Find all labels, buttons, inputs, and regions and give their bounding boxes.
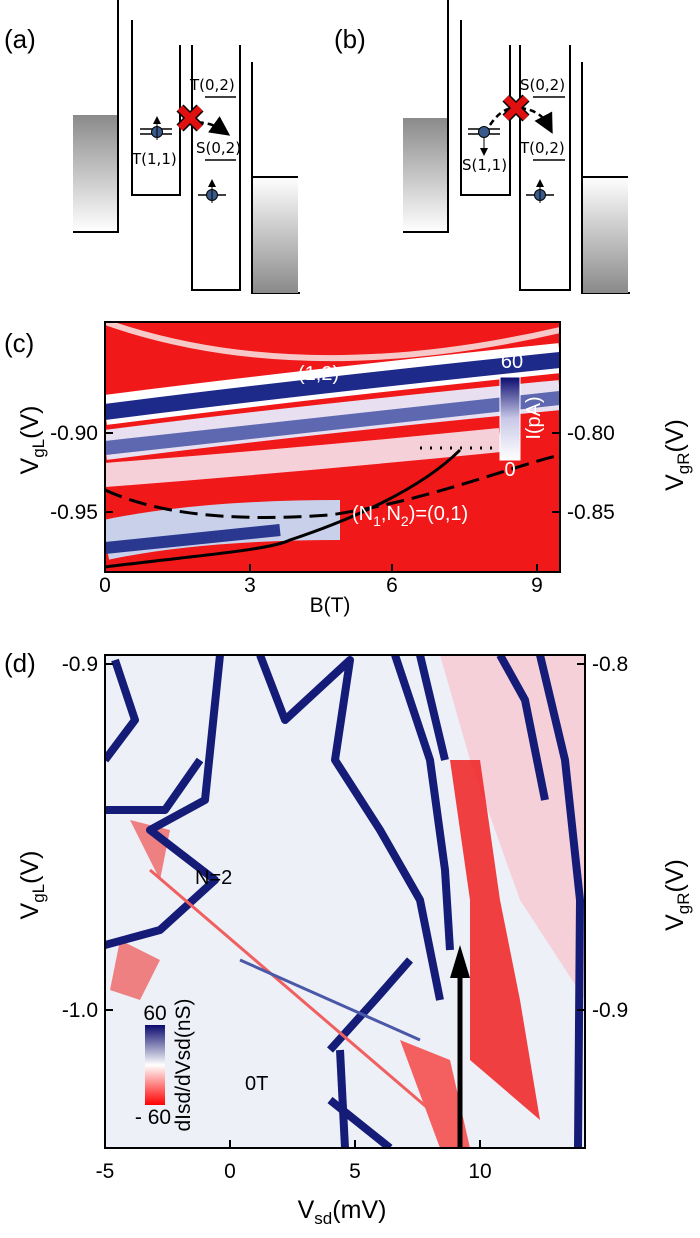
level-label: T(0,2) [189, 76, 235, 94]
x-tick-label: 10 [468, 1160, 491, 1183]
colorbar-label: 60 [143, 1002, 166, 1025]
x-tick-label: 3 [244, 574, 256, 597]
y-axis-label: VgL(V) [16, 851, 48, 920]
colorbar-title: dIsd/dVsd(nS) [172, 998, 195, 1131]
y-tick-label: -0.9 [592, 999, 628, 1022]
x-tick-label: 0 [99, 574, 111, 597]
heatmap [105, 655, 585, 1148]
level-label: T(1,1) [131, 150, 177, 168]
y-tick-label: -0.80 [567, 422, 615, 445]
colorbar-title: I(pA) [523, 396, 545, 439]
colorbar-label: 60 [501, 351, 523, 373]
y-axis-label: VgL(V) [16, 406, 48, 475]
y-tick-label: -0.90 [50, 422, 98, 445]
level-label: S(0,2) [196, 139, 241, 157]
y-tick-label: -0.9 [62, 653, 98, 676]
colorbar-label: 0 [504, 459, 515, 481]
y-tick-label: -0.85 [567, 501, 615, 524]
level-label: T(0,2) [519, 139, 565, 157]
diagram-b: (b) S(1,1) S(0,2) T(0,2) [334, 0, 630, 294]
x-tick-label: -5 [96, 1160, 115, 1183]
panel-label: (c) [4, 328, 34, 358]
level-label: S(1,1) [462, 156, 507, 174]
heatmap [105, 322, 560, 572]
diagram-a: (a) T(1,1) T(0,2) S(0,2) [4, 0, 300, 294]
annotation: (1,2) [298, 363, 339, 385]
x-axis-label: B(T) [310, 594, 351, 617]
x-tick-label: 5 [349, 1160, 361, 1183]
x-axis-label: Vsd(mV) [298, 1196, 387, 1228]
y-tick-label: -0.95 [50, 501, 98, 524]
x-tick-label: 6 [386, 574, 398, 597]
y-axis-label: VgR(V) [661, 419, 693, 491]
annotation: N=2 [195, 867, 232, 889]
panel-d: (d) N=2 0T 60 - 60 dIsd/dVsd(nS) -5 0 [4, 648, 693, 1228]
panel-label: (b) [334, 24, 366, 54]
y-tick-label: -0.8 [592, 653, 628, 676]
panel-label: (a) [4, 24, 36, 54]
annotation: (N1,N2)=(0,1) [352, 503, 468, 529]
panel-label: (d) [4, 648, 36, 678]
x-tick-label: 9 [531, 574, 543, 597]
annotation: 0T [245, 1073, 268, 1095]
colorbar-label: - 60 [135, 1106, 171, 1129]
x-tick-label: 0 [224, 1160, 236, 1183]
y-axis-label: VgR(V) [661, 859, 693, 931]
y-tick-label: -1.0 [62, 999, 98, 1022]
level-label: S(0,2) [520, 76, 565, 94]
panel-c: (c) (1,2) (N1,N2)=(0,1) 60 0 I(pA) 0 3 6… [4, 321, 693, 617]
